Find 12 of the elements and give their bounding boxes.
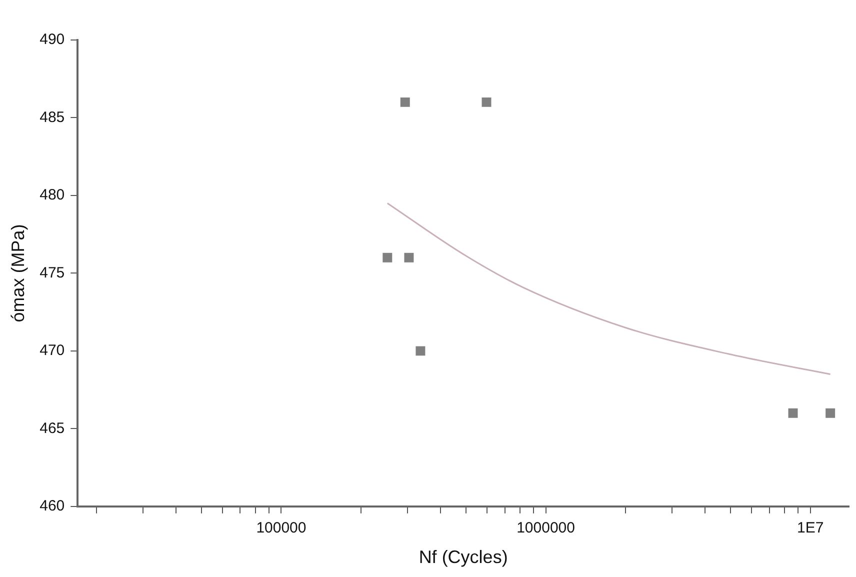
- y-tick-label: 490: [40, 31, 65, 48]
- y-tick-label: 485: [40, 108, 65, 126]
- x-tick-label: 100000: [256, 520, 306, 537]
- x-tick-label: 1E7: [796, 520, 824, 537]
- y-tick-label: 475: [40, 264, 65, 282]
- y-tick-label: 465: [40, 420, 65, 437]
- y-tick-label: 480: [40, 186, 65, 204]
- x-tick-label: 1000000: [516, 520, 575, 537]
- y-tick-label: 460: [40, 498, 65, 515]
- y-tick-label: 470: [40, 342, 65, 360]
- y-axis-title: ómax (MPa): [8, 224, 28, 322]
- x-axis-title: Nf (Cycles): [418, 547, 508, 568]
